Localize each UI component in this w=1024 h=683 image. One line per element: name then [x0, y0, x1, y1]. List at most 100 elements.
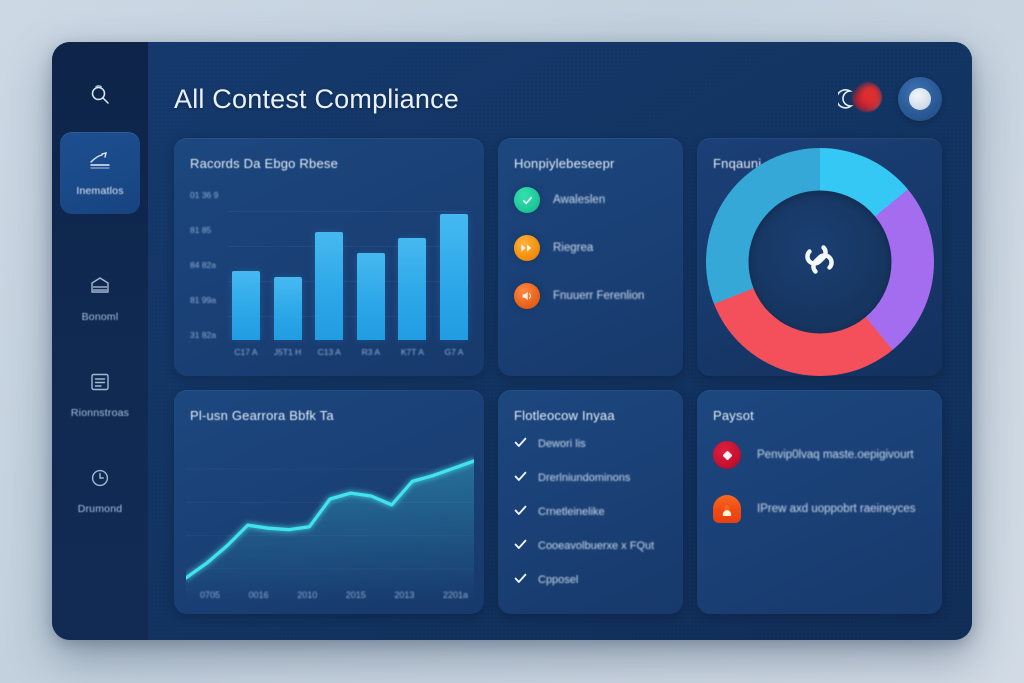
bar-chart-plot: 01 36 9 81 85 84 82a 81 99a 31 82a C17 A…: [190, 186, 470, 362]
page-header: All Contest Compliance: [174, 68, 942, 130]
clock-circle-icon: [88, 467, 112, 494]
status-label: Fnuuerr Ferenlion: [553, 290, 645, 302]
x-tick: K7T A: [400, 347, 424, 357]
checklist: Dewori lis Drerlniundominons Crnetleinelik…: [514, 435, 667, 589]
user-avatar-icon[interactable]: [898, 77, 942, 121]
line-series: [184, 459, 476, 602]
x-tick: C17 A: [234, 347, 258, 357]
sidebar-item-label: Inematlos: [76, 185, 124, 197]
payment-row[interactable]: Penvip0lvaq maste.oepigivourt: [713, 441, 926, 469]
speaker-icon: [514, 283, 540, 309]
avatar: [909, 88, 931, 110]
notification-bell-icon[interactable]: [838, 80, 884, 118]
sidebar-item-label: Rionnstroas: [70, 407, 130, 419]
checklist-label: Dewori lis: [538, 438, 586, 450]
dashboard-grid: Racords Da Ebgo Rbese 01 36 9 81 85 84 8…: [174, 138, 942, 614]
x-tick: 2201a: [442, 590, 468, 600]
sidebar-item-archive[interactable]: Bonoml: [60, 258, 140, 340]
app-window: Inematlos Bonoml Ri: [52, 42, 972, 640]
line-chart-plot: 0705 0016 2010 2015 2013 2201a: [184, 436, 476, 602]
line-chart-x-axis: 0705 0016 2010 2015 2013 2201a: [200, 590, 468, 600]
bar[interactable]: [398, 238, 427, 340]
sunrise-badge-icon: [713, 495, 741, 523]
bar[interactable]: [232, 271, 260, 340]
checklist-row[interactable]: Cpposel: [514, 571, 667, 589]
sidebar-item-label: Drumond: [77, 503, 123, 515]
fast-forward-icon: [514, 235, 540, 261]
sidebar-item-records[interactable]: Rionnstroas: [60, 354, 140, 436]
checkmark-icon: [514, 469, 527, 487]
bar-chart-y-axis: 01 36 9 81 85 84 82a 81 99a 31 82a: [190, 190, 224, 340]
x-tick: 2013: [394, 590, 415, 600]
sidebar: Inematlos Bonoml Ri: [52, 42, 148, 640]
bar[interactable]: [315, 232, 344, 340]
checklist-row[interactable]: Dewori lis: [514, 435, 667, 453]
sidebar-item-history[interactable]: Drumond: [60, 450, 140, 532]
checklist-label: Crnetleinelike: [538, 506, 605, 518]
checklist-label: Cpposel: [538, 574, 579, 586]
x-tick: J5T1 H: [273, 347, 302, 357]
donut-center: [748, 190, 891, 334]
checkmark-icon: [514, 571, 527, 589]
main-content: All Contest Compliance Racords Da Ebgo R…: [148, 42, 972, 640]
y-tick: 31 82a: [190, 330, 216, 340]
bar[interactable]: [273, 277, 302, 340]
status-card-title: Honpiylebeseepr: [514, 156, 615, 171]
y-tick: 81 99a: [190, 295, 216, 305]
y-tick: 01 36 9: [190, 190, 219, 200]
status-label: Awaleslen: [553, 194, 606, 206]
checklist-label: Drerlniundominons: [538, 472, 631, 484]
line-chart-title: Pl-usn Gearrora Bbfk Ta: [190, 408, 334, 423]
payment-list: Penvip0lvaq maste.oepigivourt IPrew axd …: [713, 441, 926, 523]
payment-label: Penvip0lvaq maste.oepigivourt: [757, 449, 914, 461]
status-label: Riegrea: [553, 242, 594, 254]
x-tick: G7 A: [444, 347, 464, 357]
dashboard-icon: [88, 149, 112, 176]
page-title: All Contest Compliance: [174, 83, 460, 114]
diamond-badge-icon: [713, 441, 741, 469]
y-tick: 81 85: [190, 225, 212, 235]
status-card: Honpiylebeseepr Awaleslen: [498, 138, 683, 376]
notification-badge: [852, 82, 882, 112]
donut-chart: [705, 147, 934, 376]
checklist-row[interactable]: Crnetleinelike: [514, 503, 667, 521]
payment-row[interactable]: IPrew axd uoppobrt raeineyces: [713, 495, 926, 523]
checklist-row[interactable]: Cooeavolbuerxe x FQut: [514, 537, 667, 555]
x-tick: C13 A: [317, 347, 341, 357]
line-chart-card: Pl-usn Gearrora Bbfk Ta: [174, 390, 484, 614]
header-actions: [838, 77, 942, 121]
status-row[interactable]: Riegrea: [514, 235, 667, 261]
check-circle-icon: [514, 187, 540, 213]
bar[interactable]: [439, 214, 468, 340]
checkmark-icon: [514, 435, 527, 453]
checkmark-icon: [514, 537, 527, 555]
x-tick: 2015: [345, 590, 366, 600]
x-tick: R3 A: [361, 347, 380, 357]
sidebar-item-dashboard[interactable]: Inematlos: [60, 132, 140, 214]
sidebar-item-label: Bonoml: [81, 311, 119, 323]
checklist-card: Flotleocow Inyaa Dewori lis Drerlniundomi…: [498, 390, 683, 614]
payment-label: IPrew axd uoppobrt raeineyces: [757, 503, 916, 515]
x-tick: 0016: [248, 590, 269, 600]
y-tick: 84 82a: [190, 260, 216, 270]
checklist-row[interactable]: Drerlniundominons: [514, 469, 667, 487]
checklist-label: Cooeavolbuerxe x FQut: [538, 540, 655, 552]
status-list: Awaleslen Riegrea: [514, 187, 667, 309]
x-tick: 0705: [200, 590, 221, 600]
payment-card: Paysot Penvip0lvaq maste.oepigivourt: [697, 390, 942, 614]
x-tick: 2010: [297, 590, 318, 600]
payment-card-title: Paysot: [713, 408, 754, 423]
bar-chart-card: Racords Da Ebgo Rbese 01 36 9 81 85 84 8…: [174, 138, 484, 376]
checklist-title: Flotleocow Inyaa: [514, 408, 615, 423]
archive-box-icon: [88, 275, 112, 302]
status-row[interactable]: Fnuuerr Ferenlion: [514, 283, 667, 309]
bar[interactable]: [356, 253, 385, 340]
status-row[interactable]: Awaleslen: [514, 187, 667, 213]
bar-chart-title: Racords Da Ebgo Rbese: [190, 156, 338, 171]
document-list-icon: [88, 371, 112, 398]
checkmark-icon: [514, 503, 527, 521]
link-chain-icon: [800, 237, 840, 286]
search-icon[interactable]: [52, 66, 148, 124]
bar-series: [232, 190, 468, 340]
bar-chart-x-axis: C17 A J5T1 H C13 A R3 A K7T A G7 A: [232, 342, 468, 362]
